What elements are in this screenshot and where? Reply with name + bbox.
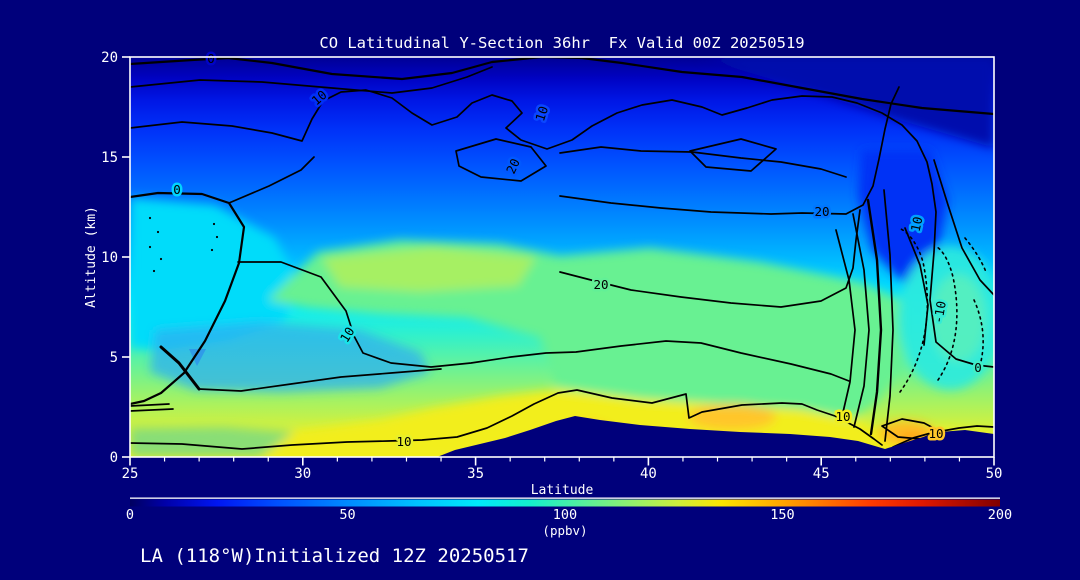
init-caption: LA (118°W)Initialized 12Z 20250517 — [140, 545, 529, 567]
x-axis-label: Latitude — [531, 483, 594, 498]
plot-title: CO Latitudinal Y-Section 36hr Fx Valid 0… — [319, 34, 804, 52]
y-tick-label: 20 — [101, 50, 118, 66]
y-tick-label: 5 — [110, 350, 118, 366]
terrain-silhouette — [437, 416, 994, 457]
colorbar-top-line — [130, 497, 1000, 499]
contour-label: 10 — [835, 409, 850, 424]
contour-label: -10 — [930, 300, 949, 325]
colorbar-tick-label: 200 — [988, 507, 1012, 523]
y-axis-label: Altitude (km) — [84, 206, 99, 308]
contour-label: 0 — [207, 51, 215, 66]
colorbar-tick-label: 100 — [553, 507, 577, 523]
y-tick-label: 10 — [101, 250, 118, 266]
y-axis-ticks: 0 5 10 15 20 — [101, 50, 130, 466]
contour-label: 20 — [593, 277, 608, 292]
contour-label: 20 — [814, 204, 829, 219]
speckle-contour-dots — [148, 216, 219, 273]
y-tick-label: 15 — [101, 150, 118, 166]
x-tick-label: 30 — [294, 466, 311, 482]
y-tick-label: 0 — [110, 450, 118, 466]
contour-label: 0 — [173, 182, 181, 197]
colorbar-units-label: (ppbv) — [542, 523, 587, 538]
contour-label: 0 — [974, 360, 982, 375]
contour-label: 10 — [908, 215, 926, 233]
dotted-negative-contours — [899, 228, 987, 393]
colorbar-tick-labels: 0 50 100 150 200 — [126, 507, 1012, 523]
x-tick-label: 25 — [122, 466, 139, 482]
x-tick-label: 40 — [640, 466, 657, 482]
x-tick-label: 35 — [467, 466, 484, 482]
x-tick-label: 45 — [813, 466, 830, 482]
blue-triangle-marker — [189, 349, 206, 366]
axes: 25 30 35 40 45 50 0 5 10 15 20 — [101, 50, 1002, 482]
colorbar-tick-label: 0 — [126, 507, 134, 523]
x-axis-ticks: 25 30 35 40 45 50 — [122, 457, 1003, 482]
contour-label: 10 — [928, 426, 943, 441]
contour-label: 10 — [396, 434, 411, 449]
colorbar-gradient — [130, 499, 1000, 507]
colorbar-tick-label: 150 — [770, 507, 794, 523]
colorbar-tick-label: 50 — [339, 507, 355, 523]
contour-lines — [130, 57, 994, 450]
colorbar: 0 50 100 150 200 (ppbv) — [126, 497, 1012, 538]
contour-fill-field — [130, 57, 994, 457]
x-tick-label: 50 — [986, 466, 1003, 482]
